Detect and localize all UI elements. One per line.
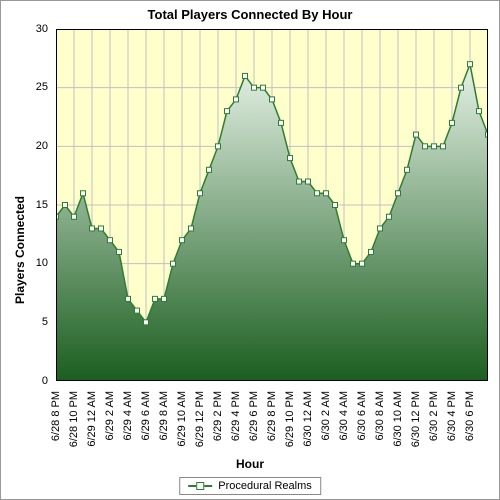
y-tick-label: 10 [1, 257, 48, 269]
legend-swatch [188, 481, 212, 491]
data-marker [72, 214, 77, 219]
legend-marker-icon [196, 482, 204, 490]
data-marker [225, 109, 230, 114]
data-marker [423, 144, 428, 149]
x-tick-label: 6/30 4 PM [446, 391, 458, 491]
x-tick-label: 6/30 4 AM [338, 391, 350, 491]
data-marker [189, 226, 194, 231]
data-marker [108, 238, 113, 243]
data-marker [441, 144, 446, 149]
data-marker [297, 179, 302, 184]
chart-container: Total Players Connected By Hour Players … [0, 0, 500, 500]
x-tick-label: 6/30 6 AM [356, 391, 368, 491]
x-tick-label: 6/28 8 PM [50, 391, 62, 491]
data-marker [144, 320, 149, 325]
legend-label: Procedural Realms [218, 480, 312, 492]
x-tick-label: 6/30 12 AM [302, 391, 314, 491]
data-marker [261, 85, 266, 90]
data-marker [153, 296, 158, 301]
data-marker [396, 191, 401, 196]
x-tick-label: 6/29 12 PM [194, 391, 206, 491]
x-tick-label: 6/29 4 PM [230, 391, 242, 491]
y-axis-label: Players Connected [13, 196, 27, 304]
data-marker [279, 120, 284, 125]
x-tick-label: 6/29 2 PM [212, 391, 224, 491]
x-tick-label: 6/30 12 PM [410, 391, 422, 491]
x-tick-label: 6/29 4 AM [122, 391, 134, 491]
data-marker [369, 249, 374, 254]
data-marker [414, 132, 419, 137]
data-marker [432, 144, 437, 149]
data-marker [288, 156, 293, 161]
data-marker [117, 249, 122, 254]
data-marker [387, 214, 392, 219]
x-tick-label: 6/29 6 AM [140, 391, 152, 491]
y-tick-label: 5 [1, 316, 48, 328]
y-tick-label: 15 [1, 199, 48, 211]
data-marker [315, 191, 320, 196]
data-marker [405, 167, 410, 172]
y-tick-label: 20 [1, 140, 48, 152]
data-marker [234, 97, 239, 102]
data-marker [135, 308, 140, 313]
x-tick-label: 6/29 10 AM [176, 391, 188, 491]
x-tick-label: 6/30 8 AM [374, 391, 386, 491]
data-marker [477, 109, 482, 114]
data-marker [198, 191, 203, 196]
x-tick-label: 6/30 10 AM [392, 391, 404, 491]
data-marker [207, 167, 212, 172]
x-tick-label: 6/30 2 PM [428, 391, 440, 491]
chart-title: Total Players Connected By Hour [1, 7, 499, 22]
x-tick-label: 6/29 6 PM [248, 391, 260, 491]
data-marker [306, 179, 311, 184]
x-tick-label: 6/30 2 AM [320, 391, 332, 491]
data-marker [216, 144, 221, 149]
x-tick-label: 6/29 2 AM [104, 391, 116, 491]
data-marker [351, 261, 356, 266]
data-marker [378, 226, 383, 231]
data-marker [90, 226, 95, 231]
x-tick-label: 6/29 12 AM [86, 391, 98, 491]
data-marker [171, 261, 176, 266]
x-tick-label: 6/29 8 AM [158, 391, 170, 491]
data-marker [126, 296, 131, 301]
y-tick-label: 0 [1, 375, 48, 387]
y-tick-label: 25 [1, 81, 48, 93]
data-marker [252, 85, 257, 90]
data-marker [162, 296, 167, 301]
data-marker [342, 238, 347, 243]
x-tick-label: 6/29 8 PM [266, 391, 278, 491]
y-tick-label: 30 [1, 23, 48, 35]
plot-area [56, 29, 488, 381]
x-tick-label: 6/28 10 PM [68, 391, 80, 491]
data-marker [81, 191, 86, 196]
data-marker [99, 226, 104, 231]
data-marker [270, 97, 275, 102]
data-marker [333, 203, 338, 208]
data-marker [243, 73, 248, 78]
data-marker [324, 191, 329, 196]
legend: Procedural Realms [179, 477, 321, 495]
data-marker [468, 62, 473, 67]
data-marker [360, 261, 365, 266]
data-marker [450, 120, 455, 125]
data-marker [180, 238, 185, 243]
data-marker [459, 85, 464, 90]
x-tick-label: 6/30 6 PM [464, 391, 476, 491]
x-tick-label: 6/29 10 PM [284, 391, 296, 491]
data-marker [63, 203, 68, 208]
